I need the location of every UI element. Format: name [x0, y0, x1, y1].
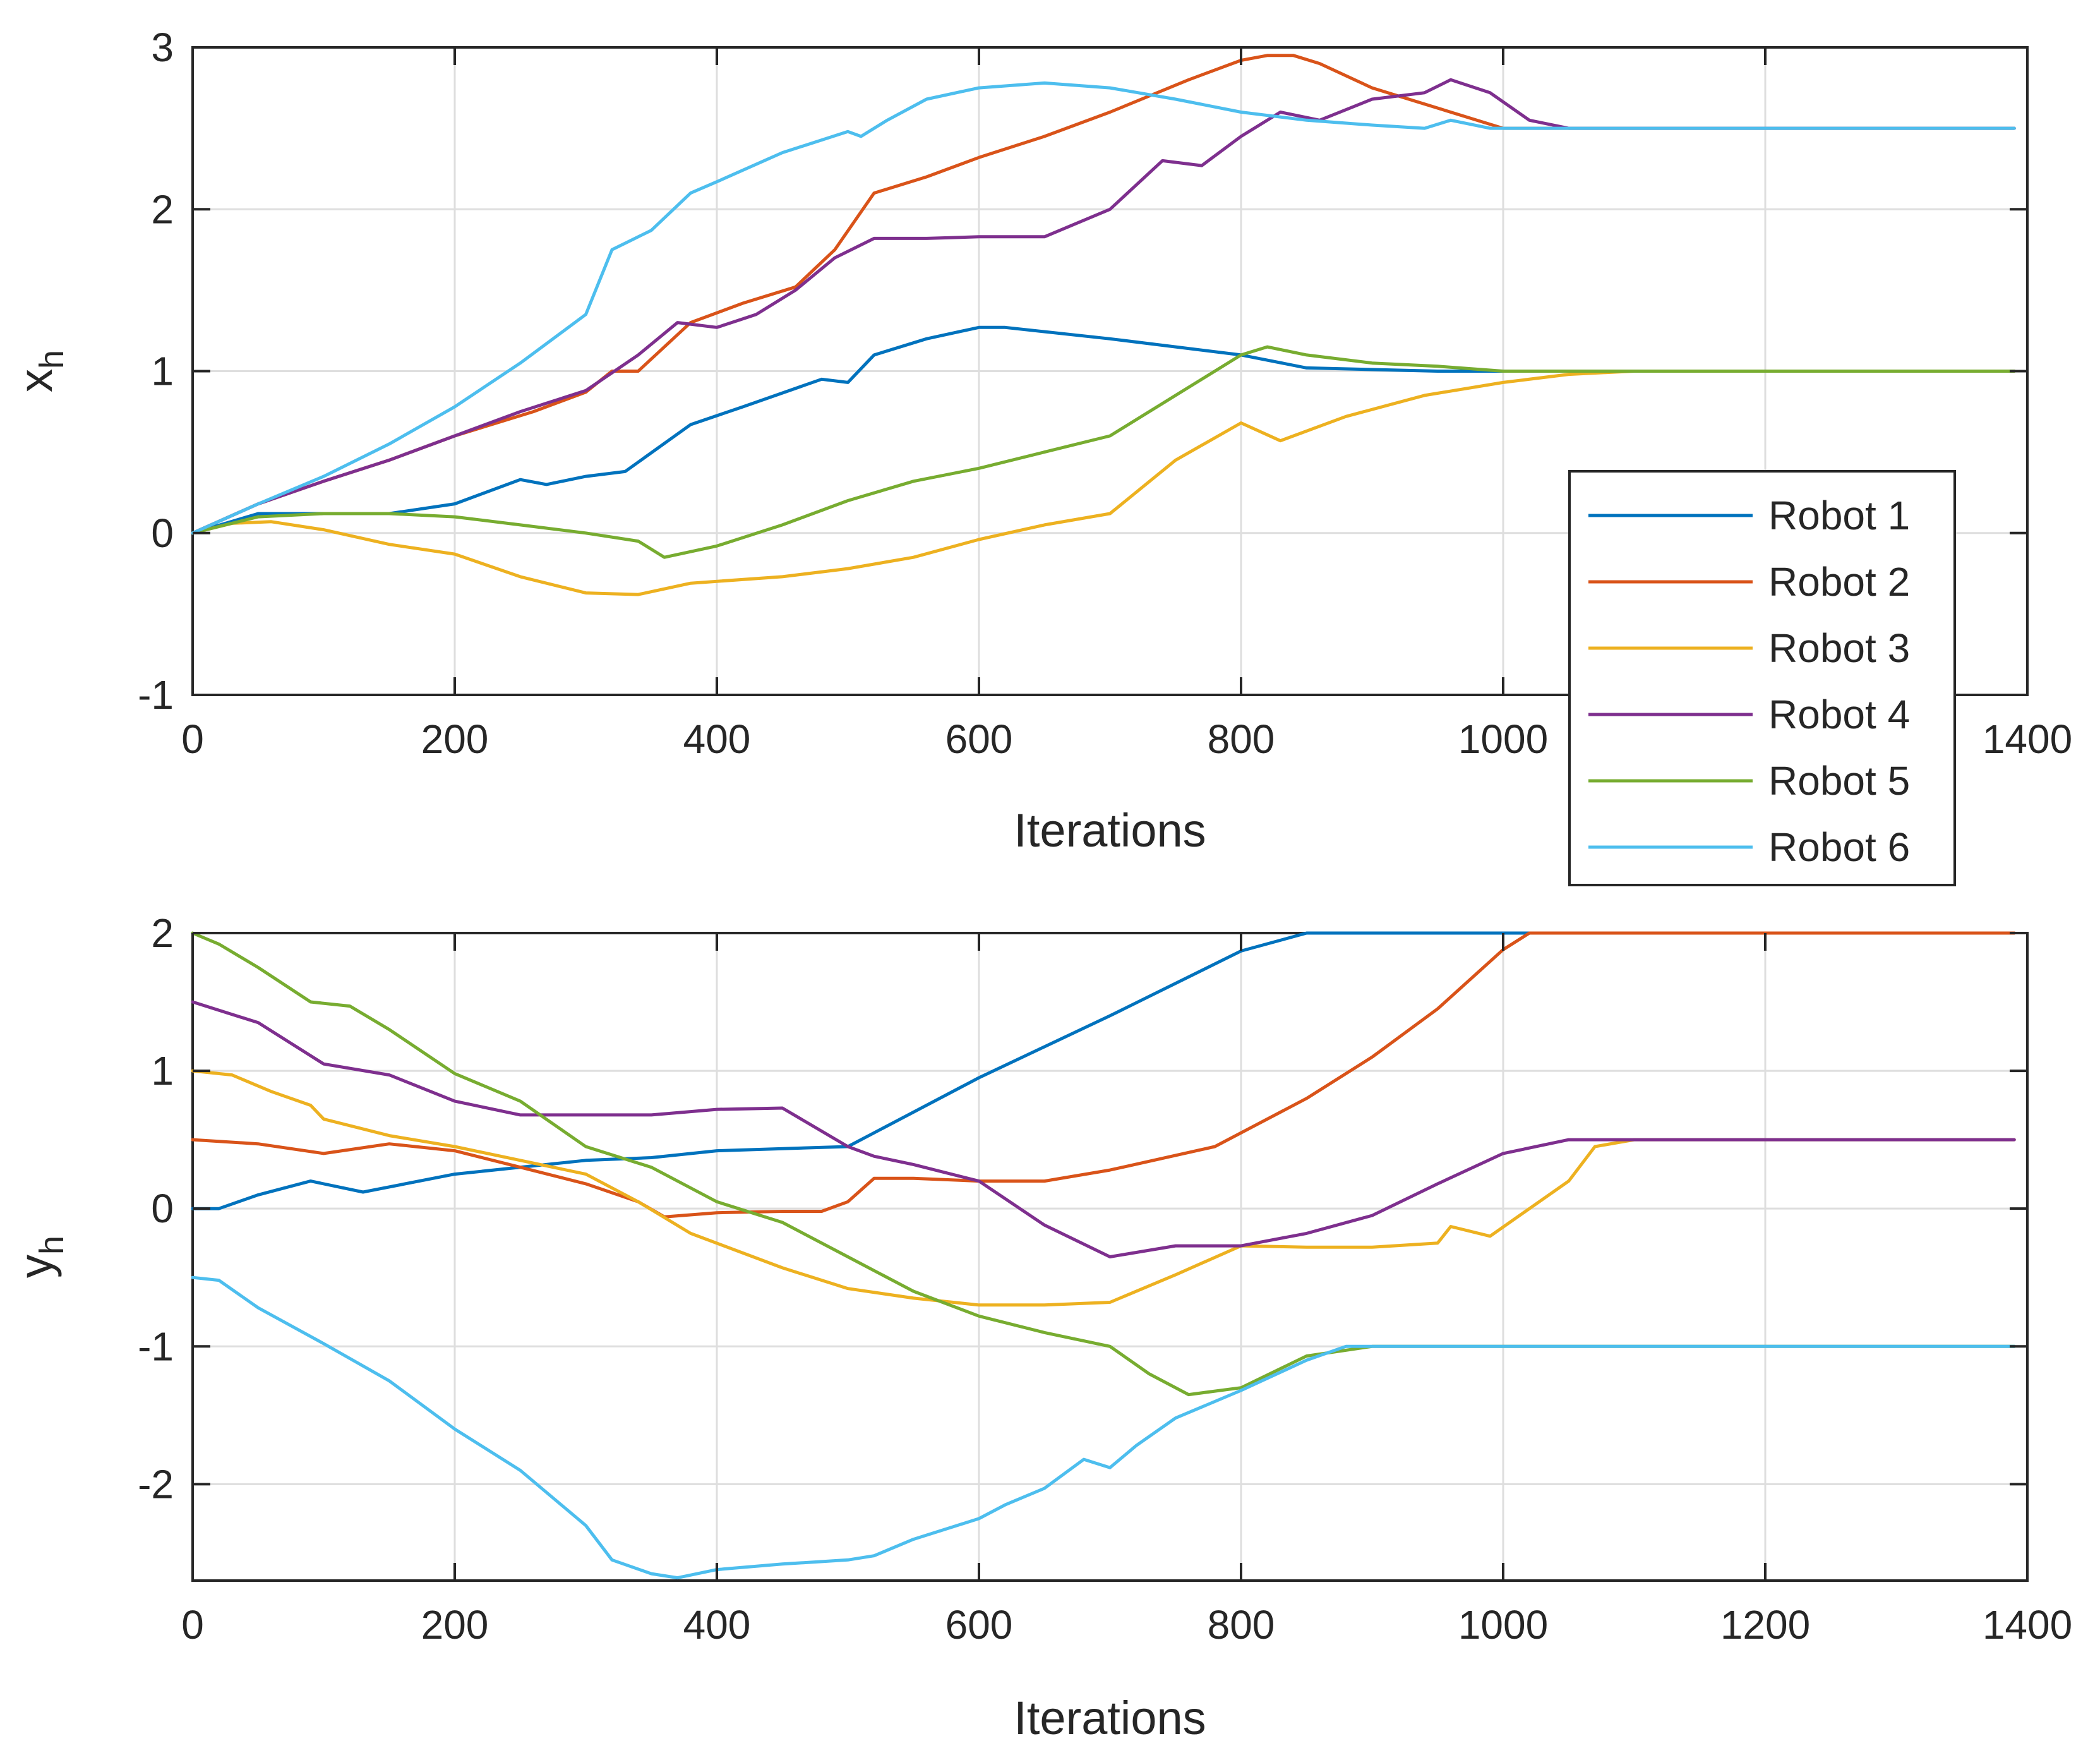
y-plot-ylabel: yh — [9, 1236, 71, 1278]
y-plot-series-robot-4 — [191, 1000, 2016, 1258]
y-position-plot: 0 200 400 600 800 1000 1200 1400 -2 -1 0 1 2 Iterati… — [9, 910, 2072, 1744]
x-plot-series-robot-6 — [191, 81, 2016, 535]
y-plot-series-robot-3 — [191, 1069, 2016, 1307]
y-plot-ytick-label: 1 — [151, 1048, 174, 1094]
x-plot-ytick-label: 2 — [151, 186, 174, 232]
legend-label-robot-3: Robot 3 — [1768, 625, 1910, 671]
x-plot-ytick-label: 0 — [151, 510, 174, 556]
x-plot-xtick-label: 200 — [421, 716, 489, 762]
y-plot-xtick-label: 400 — [683, 1602, 751, 1648]
x-plot-xtick-label: 600 — [945, 716, 1013, 762]
legend-label-robot-2: Robot 2 — [1768, 559, 1910, 605]
x-plot-ylabel-subscript: h — [33, 350, 71, 369]
y-plot-series-robot-6 — [191, 1275, 2016, 1580]
y-plot-ticks: 0 200 400 600 800 1000 1200 1400 -2 -1 0 1 2 — [138, 910, 2072, 1648]
x-plot-series-robot-1 — [191, 325, 2016, 535]
y-plot-xtick-label: 200 — [421, 1602, 489, 1648]
y-plot-series-robot-5 — [191, 931, 2016, 1397]
y-plot-xlabel: Iterations — [1014, 1692, 1206, 1744]
y-plot-xtick-label: 1000 — [1458, 1602, 1548, 1648]
x-plot-series-robot-3 — [191, 370, 2016, 596]
legend-box — [1568, 470, 1956, 886]
x-plot-ytick-label: -1 — [138, 672, 174, 718]
x-plot-xtick-label: 400 — [683, 716, 751, 762]
legend-label-robot-4: Robot 4 — [1768, 692, 1910, 737]
x-plot-series-robot-4 — [191, 78, 2016, 535]
x-plot-ylabel: xh — [9, 350, 71, 392]
y-plot-xtick-label: 1200 — [1720, 1602, 1810, 1648]
x-plot-xtick-label: 1400 — [1983, 716, 2072, 762]
y-plot-ytick-label: -1 — [138, 1323, 174, 1369]
legend: Robot 1 Robot 2 Robot 3 Robot 4 Robot 5 Robot… — [1568, 470, 1956, 886]
y-plot-axes-box — [191, 932, 2029, 1582]
y-plot-ytick-label: 0 — [151, 1186, 174, 1231]
legend-label-robot-6: Robot 6 — [1768, 824, 1910, 870]
y-plot-ytick-label: 2 — [151, 910, 174, 956]
y-plot-ylabel-subscript: h — [33, 1236, 71, 1255]
y-plot-ylabel-main: y — [9, 1255, 62, 1278]
legend-items: Robot 1 Robot 2 Robot 3 Robot 4 Robot 5 Robot… — [1588, 493, 1910, 870]
x-plot-xlabel: Iterations — [1014, 804, 1206, 857]
x-plot-ytick-label: 3 — [151, 25, 174, 70]
x-plot-series — [191, 54, 2016, 596]
y-plot-xtick-label: 600 — [945, 1602, 1013, 1648]
x-plot-ylabel-main: x — [9, 369, 62, 392]
x-plot-xtick-label: 800 — [1208, 716, 1275, 762]
y-plot-xtick-label: 1400 — [1983, 1602, 2072, 1648]
x-plot-series-robot-5 — [191, 345, 2016, 559]
y-plot-series — [191, 931, 2016, 1580]
x-plot-xtick-label: 1000 — [1458, 716, 1548, 762]
y-plot-xtick-label: 800 — [1208, 1602, 1275, 1648]
x-plot-ytick-label: 1 — [151, 349, 174, 394]
legend-label-robot-1: Robot 1 — [1768, 493, 1910, 538]
y-plot-series-robot-2 — [191, 931, 2016, 1219]
legend-label-robot-5: Robot 5 — [1768, 758, 1910, 804]
y-plot-ytick-label: -2 — [138, 1461, 174, 1507]
y-plot-xtick-label: 0 — [181, 1602, 204, 1648]
x-plot-xtick-label: 0 — [181, 716, 204, 762]
